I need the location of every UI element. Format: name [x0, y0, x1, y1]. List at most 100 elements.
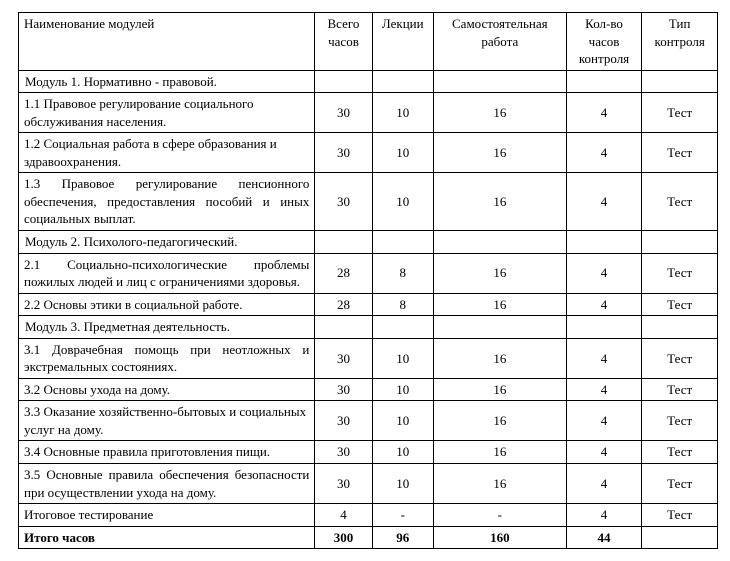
- module-row: Модуль 2. Психолого-педагогический.: [19, 231, 718, 254]
- table-row: 1.2 Социальная работа в сфере образо­ван…: [19, 133, 718, 173]
- empty-cell: [433, 316, 566, 339]
- row-control-type: Тест: [642, 173, 718, 231]
- row-control-type: Тест: [642, 253, 718, 293]
- module-title: Модуль 3. Предметная деятельность.: [19, 316, 315, 339]
- table-row: 1.1 Правовое регулирование социаль­ного …: [19, 93, 718, 133]
- table-row: 3.1 Доврачебная помощь при неот­ложных и…: [19, 338, 718, 378]
- table-header: Наименование модулей Всего часов Лекции …: [19, 13, 718, 71]
- footer-lectures: 96: [372, 526, 433, 549]
- row-selfwork: 16: [433, 253, 566, 293]
- row-total: 30: [315, 173, 372, 231]
- row-total: 28: [315, 253, 372, 293]
- empty-cell: [642, 70, 718, 93]
- module-title: Модуль 1. Нормативно - правовой.: [19, 70, 315, 93]
- col-header-control-type: Тип контроля: [642, 13, 718, 71]
- row-selfwork: 16: [433, 464, 566, 504]
- row-control-hours: 4: [566, 293, 642, 316]
- empty-cell: [566, 316, 642, 339]
- row-total: 30: [315, 441, 372, 464]
- empty-cell: [433, 70, 566, 93]
- footer-control-hours: 44: [566, 526, 642, 549]
- row-lectures: -: [372, 504, 433, 527]
- row-control-type: Тест: [642, 441, 718, 464]
- row-selfwork: 16: [433, 93, 566, 133]
- row-total: 30: [315, 378, 372, 401]
- empty-cell: [315, 316, 372, 339]
- row-control-hours: 4: [566, 504, 642, 527]
- row-lectures: 10: [372, 378, 433, 401]
- empty-cell: [372, 316, 433, 339]
- row-name: 3.3 Оказание хозяйственно-бытовых и соци…: [19, 401, 315, 441]
- footer-label: Итого часов: [19, 526, 315, 549]
- row-control-type: Тест: [642, 378, 718, 401]
- table-row: 3.4 Основные правила приготовления пищи.…: [19, 441, 718, 464]
- row-control-hours: 4: [566, 133, 642, 173]
- row-control-hours: 4: [566, 378, 642, 401]
- empty-cell: [372, 70, 433, 93]
- table-row: 2.2 Основы этики в социальной работе.288…: [19, 293, 718, 316]
- row-lectures: 10: [372, 464, 433, 504]
- table-row: 1.3 Правовое регулирование пенсион­ного …: [19, 173, 718, 231]
- row-control-type: Тест: [642, 504, 718, 527]
- row-selfwork: 16: [433, 338, 566, 378]
- row-selfwork: 16: [433, 378, 566, 401]
- row-control-type: Тест: [642, 464, 718, 504]
- row-name: 2.2 Основы этики в социальной работе.: [19, 293, 315, 316]
- row-total: 30: [315, 93, 372, 133]
- row-total: 30: [315, 401, 372, 441]
- row-lectures: 10: [372, 173, 433, 231]
- row-selfwork: 16: [433, 441, 566, 464]
- module-row: Модуль 3. Предметная деятельность.: [19, 316, 718, 339]
- row-total: 4: [315, 504, 372, 527]
- empty-cell: [315, 70, 372, 93]
- row-lectures: 10: [372, 441, 433, 464]
- empty-cell: [566, 231, 642, 254]
- table-footer-row: Итого часов 300 96 160 44: [19, 526, 718, 549]
- table-row: 2.1 Социально-психологические про­блемы …: [19, 253, 718, 293]
- curriculum-table: Наименование модулей Всего часов Лекции …: [18, 12, 718, 549]
- row-control-hours: 4: [566, 441, 642, 464]
- row-control-hours: 4: [566, 253, 642, 293]
- row-selfwork: -: [433, 504, 566, 527]
- empty-cell: [642, 231, 718, 254]
- row-total: 30: [315, 464, 372, 504]
- row-name: 1.2 Социальная работа в сфере образо­ван…: [19, 133, 315, 173]
- col-header-selfwork: Самостоятельная работа: [433, 13, 566, 71]
- col-header-name: Наименование модулей: [19, 13, 315, 71]
- table-row: Итоговое тестирование4--4Тест: [19, 504, 718, 527]
- row-selfwork: 16: [433, 133, 566, 173]
- module-title: Модуль 2. Психолого-педагогический.: [19, 231, 315, 254]
- row-selfwork: 16: [433, 173, 566, 231]
- row-control-hours: 4: [566, 173, 642, 231]
- table-body: Модуль 1. Нормативно - правовой.1.1 Прав…: [19, 70, 718, 526]
- row-control-type: Тест: [642, 293, 718, 316]
- footer-control-type: [642, 526, 718, 549]
- empty-cell: [642, 316, 718, 339]
- row-control-type: Тест: [642, 338, 718, 378]
- table-row: 3.3 Оказание хозяйственно-бытовых и соци…: [19, 401, 718, 441]
- row-name: 2.1 Социально-психологические про­блемы …: [19, 253, 315, 293]
- footer-total: 300: [315, 526, 372, 549]
- row-lectures: 10: [372, 93, 433, 133]
- row-selfwork: 16: [433, 293, 566, 316]
- row-name: 3.2 Основы ухода на дому.: [19, 378, 315, 401]
- row-lectures: 8: [372, 293, 433, 316]
- row-lectures: 10: [372, 338, 433, 378]
- row-total: 28: [315, 293, 372, 316]
- row-total: 30: [315, 338, 372, 378]
- row-control-hours: 4: [566, 401, 642, 441]
- row-name: Итоговое тестирование: [19, 504, 315, 527]
- empty-cell: [372, 231, 433, 254]
- col-header-lectures: Лекции: [372, 13, 433, 71]
- row-name: 3.1 Доврачебная помощь при неот­ложных и…: [19, 338, 315, 378]
- row-name: 1.1 Правовое регулирование социаль­ного …: [19, 93, 315, 133]
- col-header-total: Всего часов: [315, 13, 372, 71]
- row-control-hours: 4: [566, 93, 642, 133]
- row-name: 1.3 Правовое регулирование пенсион­ного …: [19, 173, 315, 231]
- row-lectures: 8: [372, 253, 433, 293]
- row-selfwork: 16: [433, 401, 566, 441]
- row-control-type: Тест: [642, 133, 718, 173]
- empty-cell: [566, 70, 642, 93]
- table-row: 3.5 Основные правила обеспечения безопас…: [19, 464, 718, 504]
- footer-selfwork: 160: [433, 526, 566, 549]
